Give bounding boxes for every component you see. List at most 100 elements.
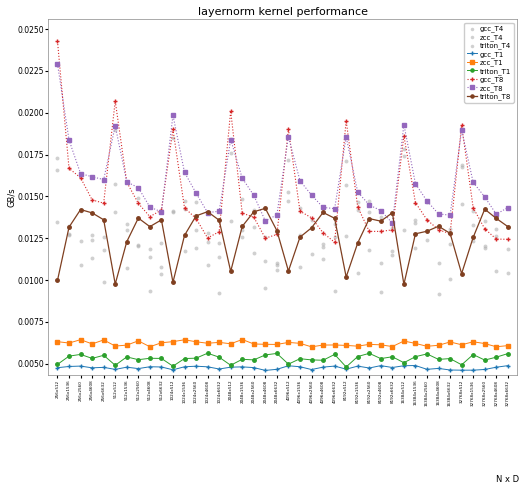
- zcc_T1: [250, 341, 257, 347]
- triton_T8: [193, 213, 199, 219]
- zcc_T4: [457, 163, 466, 171]
- triton_T1: [124, 354, 130, 360]
- triton_T8: [401, 281, 407, 287]
- zcc_T8: [101, 177, 107, 183]
- gcc_T1: [447, 367, 453, 373]
- triton_T1: [424, 351, 430, 357]
- gcc_T8: [78, 175, 84, 181]
- triton_T1: [355, 353, 361, 359]
- gcc_T1: [89, 365, 95, 371]
- Line: gcc_T1: gcc_T1: [55, 363, 510, 373]
- gcc_T8: [54, 38, 61, 44]
- Line: gcc_T8: gcc_T8: [55, 39, 510, 245]
- gcc_T1: [320, 364, 326, 370]
- gcc_T4: [169, 207, 177, 215]
- triton_T1: [135, 357, 141, 363]
- gcc_T8: [262, 235, 268, 241]
- zcc_T4: [157, 263, 166, 271]
- X-axis label: N x D: N x D: [496, 475, 519, 484]
- zcc_T4: [249, 223, 258, 231]
- zcc_T1: [332, 342, 338, 348]
- gcc_T1: [181, 364, 188, 370]
- triton_T4: [296, 204, 304, 212]
- zcc_T4: [146, 245, 154, 252]
- gcc_T4: [272, 261, 281, 269]
- zcc_T4: [492, 233, 500, 241]
- triton_T8: [170, 279, 176, 285]
- gcc_T4: [354, 269, 362, 277]
- gcc_T1: [309, 367, 315, 373]
- triton_T1: [250, 357, 257, 363]
- triton_T4: [354, 206, 362, 214]
- triton_T8: [458, 270, 465, 276]
- zcc_T8: [147, 204, 153, 210]
- zcc_T4: [342, 181, 351, 189]
- gcc_T1: [66, 363, 72, 369]
- triton_T8: [250, 209, 257, 215]
- zcc_T1: [239, 336, 245, 342]
- zcc_T4: [215, 253, 223, 261]
- zcc_T8: [89, 174, 95, 180]
- gcc_T8: [470, 205, 476, 211]
- gcc_T8: [378, 229, 384, 235]
- gcc_T1: [239, 364, 245, 370]
- triton_T4: [400, 145, 408, 153]
- gcc_T8: [309, 215, 315, 221]
- gcc_T4: [365, 246, 374, 254]
- gcc_T4: [504, 269, 512, 277]
- triton_T1: [274, 350, 280, 356]
- gcc_T8: [297, 208, 303, 214]
- Title: layernorm kernel performance: layernorm kernel performance: [198, 7, 368, 17]
- gcc_T1: [482, 366, 488, 372]
- triton_T4: [123, 221, 131, 229]
- zcc_T1: [181, 337, 188, 343]
- triton_T8: [435, 223, 442, 229]
- triton_T4: [226, 135, 235, 143]
- zcc_T1: [366, 341, 373, 347]
- zcc_T4: [261, 233, 269, 241]
- gcc_T1: [54, 365, 61, 371]
- gcc_T4: [481, 245, 489, 252]
- zcc_T8: [193, 190, 199, 196]
- gcc_T1: [297, 364, 303, 370]
- triton_T1: [147, 355, 153, 361]
- gcc_T1: [170, 367, 176, 373]
- triton_T1: [204, 350, 211, 356]
- zcc_T4: [203, 238, 212, 246]
- zcc_T4: [88, 237, 96, 245]
- zcc_T8: [366, 202, 373, 208]
- gcc_T4: [423, 236, 431, 244]
- triton_T4: [100, 233, 108, 241]
- zcc_T1: [482, 341, 488, 347]
- gcc_T8: [424, 217, 430, 223]
- triton_T8: [412, 231, 419, 237]
- zcc_T1: [424, 343, 430, 349]
- gcc_T8: [401, 133, 407, 139]
- gcc_T1: [458, 367, 465, 373]
- zcc_T1: [355, 343, 361, 349]
- gcc_T4: [492, 267, 500, 275]
- gcc_T4: [249, 250, 258, 257]
- gcc_T1: [147, 364, 153, 370]
- gcc_T1: [493, 364, 499, 370]
- gcc_T1: [435, 365, 442, 371]
- triton_T1: [54, 361, 61, 367]
- triton_T1: [482, 357, 488, 363]
- gcc_T4: [331, 287, 339, 295]
- gcc_T1: [135, 366, 141, 372]
- zcc_T4: [481, 242, 489, 250]
- triton_T4: [434, 259, 443, 267]
- gcc_T1: [401, 363, 407, 369]
- triton_T1: [297, 356, 303, 362]
- gcc_T1: [424, 366, 430, 372]
- gcc_T8: [343, 118, 350, 124]
- Line: triton_T1: triton_T1: [56, 351, 509, 369]
- gcc_T1: [204, 364, 211, 370]
- zcc_T8: [447, 212, 453, 218]
- triton_T1: [112, 362, 118, 368]
- triton_T8: [78, 207, 84, 213]
- zcc_T1: [412, 340, 419, 346]
- zcc_T8: [78, 171, 84, 177]
- zcc_T8: [343, 134, 350, 140]
- zcc_T8: [355, 189, 361, 195]
